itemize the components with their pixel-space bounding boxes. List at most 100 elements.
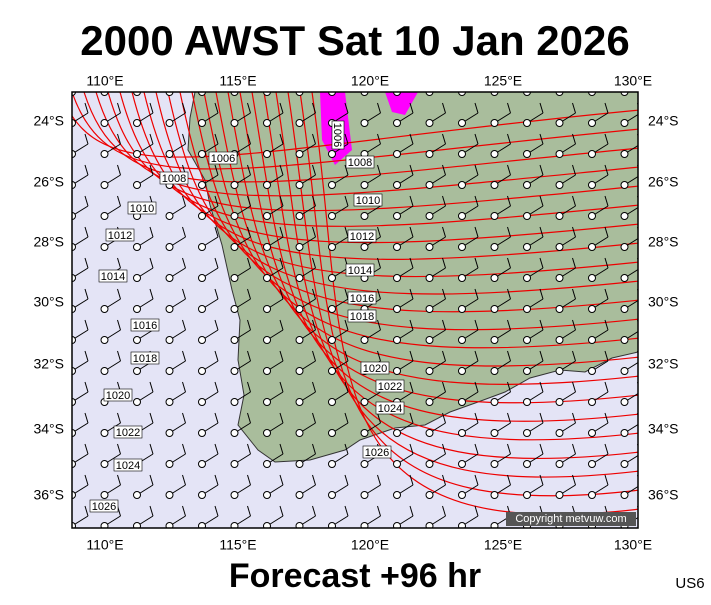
station [620,367,629,375]
barb-flag [572,195,576,207]
station [328,181,336,189]
barb-flag [409,102,414,114]
barb-flag [149,474,154,486]
isobar-label-box [208,151,238,165]
station [165,92,174,96]
station [360,460,369,468]
barb-flag [572,226,576,238]
station [588,429,596,437]
station [263,92,271,96]
station [360,491,369,499]
station [523,243,531,251]
barb-flag [344,195,349,207]
isobar-label: 1026 [362,445,392,459]
barb-flag [279,226,284,238]
station [198,274,206,282]
station [133,243,141,251]
barb-flag [442,381,446,393]
barb-flag [214,412,219,424]
station [523,305,531,313]
barb-flag [149,102,154,114]
barb-flag [117,443,121,455]
station [425,429,434,437]
barb-flag [507,257,511,269]
barb-flag [214,319,219,331]
station [393,150,401,158]
barb-staff [202,92,203,93]
isobar-label: 1024 [375,401,405,415]
barb-flag [279,257,284,269]
barb-flag [474,474,479,486]
station [555,243,564,251]
station [72,243,76,251]
barb-flag [377,226,381,238]
barb-flag [214,288,219,300]
copyright-box [506,512,636,526]
barb-flag [247,288,251,300]
barb-flag [279,474,284,486]
latitude-label: 36°S [648,487,679,503]
isobar-label-box [103,388,133,402]
station [458,92,466,96]
isobar-label: 1012 [105,228,135,242]
barb-flag [507,319,511,331]
barb-flag [409,195,414,207]
barb-flag [312,133,316,145]
station [72,491,76,499]
station [100,429,109,437]
station [555,491,564,499]
barb-flag [279,195,284,207]
station [620,212,629,220]
station [263,460,271,468]
isobar [95,92,638,197]
longitude-label: 120°E [351,537,389,553]
barb-flag [604,102,609,114]
station [230,212,239,220]
station [555,305,564,313]
isobar-label-box [345,263,375,277]
barb-flag [604,381,609,393]
station [620,274,629,282]
barb-flag [279,505,284,517]
station [263,305,271,313]
station [230,522,239,528]
isobar-label: 1014 [345,263,375,277]
barb-flag [507,381,511,393]
isobar-label: 1012 [347,229,377,243]
barb-flag [442,195,446,207]
station [72,181,76,189]
station [620,336,629,344]
station [263,491,271,499]
barb-flag [409,350,414,362]
station [360,92,369,96]
barb-flag [312,381,316,393]
barb-flag [279,443,284,455]
station [165,367,174,375]
barb-flag [279,288,284,300]
barb-flag [182,443,186,455]
station [165,243,174,251]
barb-flag [247,257,251,269]
isobar-label: 1022 [375,379,405,393]
barb-flag [507,102,511,114]
barb-flag [409,226,414,238]
barb-flag [572,350,576,362]
isobar [83,92,638,183]
barb-flag [539,195,544,207]
barb-flag [117,133,121,145]
barb-flag [183,72,186,82]
station [230,119,239,127]
station [72,522,76,528]
barb-flag [84,319,89,331]
station [393,429,401,437]
barb-flag [84,257,89,269]
barb-flag [312,102,316,114]
isobar-label: 1008 [159,171,189,185]
station [393,491,401,499]
barb-flag [214,226,219,238]
station [295,150,304,158]
barb-flag [572,412,576,424]
barb-flag [214,443,219,455]
barb-flag [474,412,479,424]
isobar-label-box [360,361,390,375]
